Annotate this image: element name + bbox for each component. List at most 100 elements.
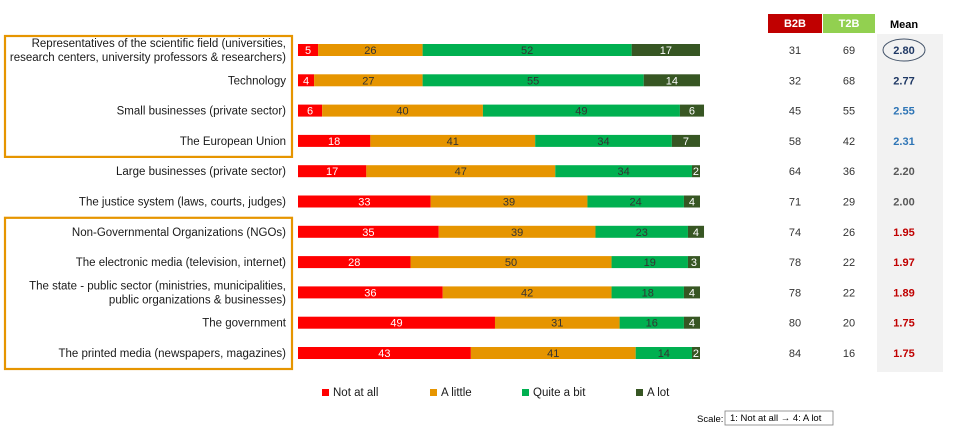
bar-segment <box>298 104 323 117</box>
b2b-value: 80 <box>789 318 801 330</box>
b2b-header: B2B <box>784 18 806 30</box>
bar-segment <box>643 74 700 87</box>
category-label: Large businesses (private sector) <box>116 166 286 178</box>
bar-segment <box>298 225 439 238</box>
bar-segment <box>587 195 684 208</box>
mean-value: 2.55 <box>893 106 914 118</box>
category-label: research centers, university professors … <box>10 52 286 64</box>
bar-segment <box>470 347 636 359</box>
bar-value-label: 4 <box>693 227 699 239</box>
t2b-value: 22 <box>843 257 855 269</box>
mean-header: Mean <box>890 19 918 31</box>
mean-value: 2.20 <box>893 166 914 178</box>
b2b-value: 78 <box>789 287 801 299</box>
t2b-header-bg <box>823 14 875 33</box>
bar-segment <box>298 286 443 299</box>
bar-value-label: 17 <box>660 45 672 57</box>
legend-label: Quite a bit <box>533 387 586 399</box>
bar-segment <box>430 195 588 208</box>
bar-segment <box>298 256 411 269</box>
bar-value-label: 5 <box>305 45 311 57</box>
b2b-value: 31 <box>789 45 801 57</box>
b2b-value: 64 <box>789 166 801 178</box>
bar-value-label: 4 <box>303 75 309 87</box>
mean-value: 2.80 <box>893 45 914 57</box>
mean-column-background <box>877 34 943 372</box>
bar-segment <box>318 44 423 56</box>
bar-value-label: 34 <box>597 136 609 148</box>
bar-value-label: 43 <box>378 348 390 360</box>
bar-value-label: 42 <box>521 287 533 299</box>
mean-value: 1.95 <box>893 227 914 239</box>
bar-segment <box>683 316 700 329</box>
t2b-value: 68 <box>843 75 855 87</box>
bar-value-label: 16 <box>646 318 658 330</box>
t2b-value: 42 <box>843 136 855 148</box>
bar-value-label: 6 <box>689 106 695 118</box>
b2b-value: 58 <box>789 136 801 148</box>
bar-value-label: 50 <box>505 257 517 269</box>
category-label: public organizations & businesses) <box>109 294 286 306</box>
bar-segment <box>635 347 692 359</box>
legend-swatch <box>322 389 329 396</box>
bar-segment <box>298 316 495 329</box>
bar-value-label: 4 <box>689 318 695 330</box>
mean-value: 1.89 <box>893 287 914 299</box>
bar-value-label: 17 <box>326 166 338 178</box>
bar-value-label: 19 <box>644 257 656 269</box>
category-label: The electronic media (television, intern… <box>76 257 286 269</box>
bar-segment <box>370 134 536 147</box>
t2b-value: 36 <box>843 166 855 178</box>
category-label: The European Union <box>180 136 286 148</box>
bar-segment <box>422 44 632 56</box>
legend: Not at all A little Quite a bit A lot <box>322 387 670 399</box>
mean-value: 1.97 <box>893 257 914 269</box>
highlight-box-1 <box>3 34 294 159</box>
scale-box <box>724 410 834 426</box>
bar-segment <box>691 347 700 359</box>
bar-value-label: 2 <box>693 166 699 178</box>
b2b-value: 71 <box>789 197 801 209</box>
summary-columns: B2B T2B Mean 31 69 2.80 32 68 2.77 45 55 2.55 58 42 2.… <box>768 14 926 360</box>
mean-value: 2.31 <box>893 136 914 148</box>
bar-value-label: 39 <box>503 197 515 209</box>
highlight-boxes <box>3 34 294 371</box>
bar-value-label: 40 <box>396 106 408 118</box>
bar-segment <box>611 286 684 299</box>
category-label: The government <box>202 318 287 330</box>
t2b-header: T2B <box>839 18 860 30</box>
category-label: The justice system (laws, courts, judges… <box>79 197 286 209</box>
bar-segment <box>595 225 688 238</box>
t2b-value: 20 <box>843 318 855 330</box>
bar-segment <box>322 104 483 117</box>
bar-segment <box>555 165 692 178</box>
bar-value-label: 39 <box>511 227 523 239</box>
category-label: Non-Governmental Organizations (NGOs) <box>72 227 286 239</box>
b2b-value: 78 <box>789 257 801 269</box>
legend-swatch <box>636 389 643 396</box>
bar-value-label: 49 <box>575 106 587 118</box>
bar-value-label: 28 <box>348 257 360 269</box>
bar-segment <box>687 256 700 269</box>
bar-segment <box>619 316 684 329</box>
bar-value-label: 47 <box>455 166 467 178</box>
bar-segment <box>298 74 315 87</box>
bar-value-label: 52 <box>521 45 533 57</box>
t2b-value: 29 <box>843 197 855 209</box>
bar-value-label: 14 <box>658 348 670 360</box>
bar-segment <box>298 134 371 147</box>
t2b-value: 22 <box>843 287 855 299</box>
mean-value: 1.75 <box>893 318 914 330</box>
mean-value: 2.77 <box>893 75 914 87</box>
bar-value-label: 27 <box>362 75 374 87</box>
bar-value-label: 2 <box>693 348 699 360</box>
category-label: Technology <box>228 75 286 87</box>
bar-segment <box>482 104 680 117</box>
bar-value-label: 55 <box>527 75 539 87</box>
bar-segment <box>611 256 688 269</box>
stacked-bars: 5 26 52 174 27 55 146 40 49 618 41 34 717 47 34 233 39 24… <box>298 44 705 360</box>
legend-swatch <box>430 389 437 396</box>
legend-label: Not at all <box>333 387 378 399</box>
t2b-value: 26 <box>843 227 855 239</box>
